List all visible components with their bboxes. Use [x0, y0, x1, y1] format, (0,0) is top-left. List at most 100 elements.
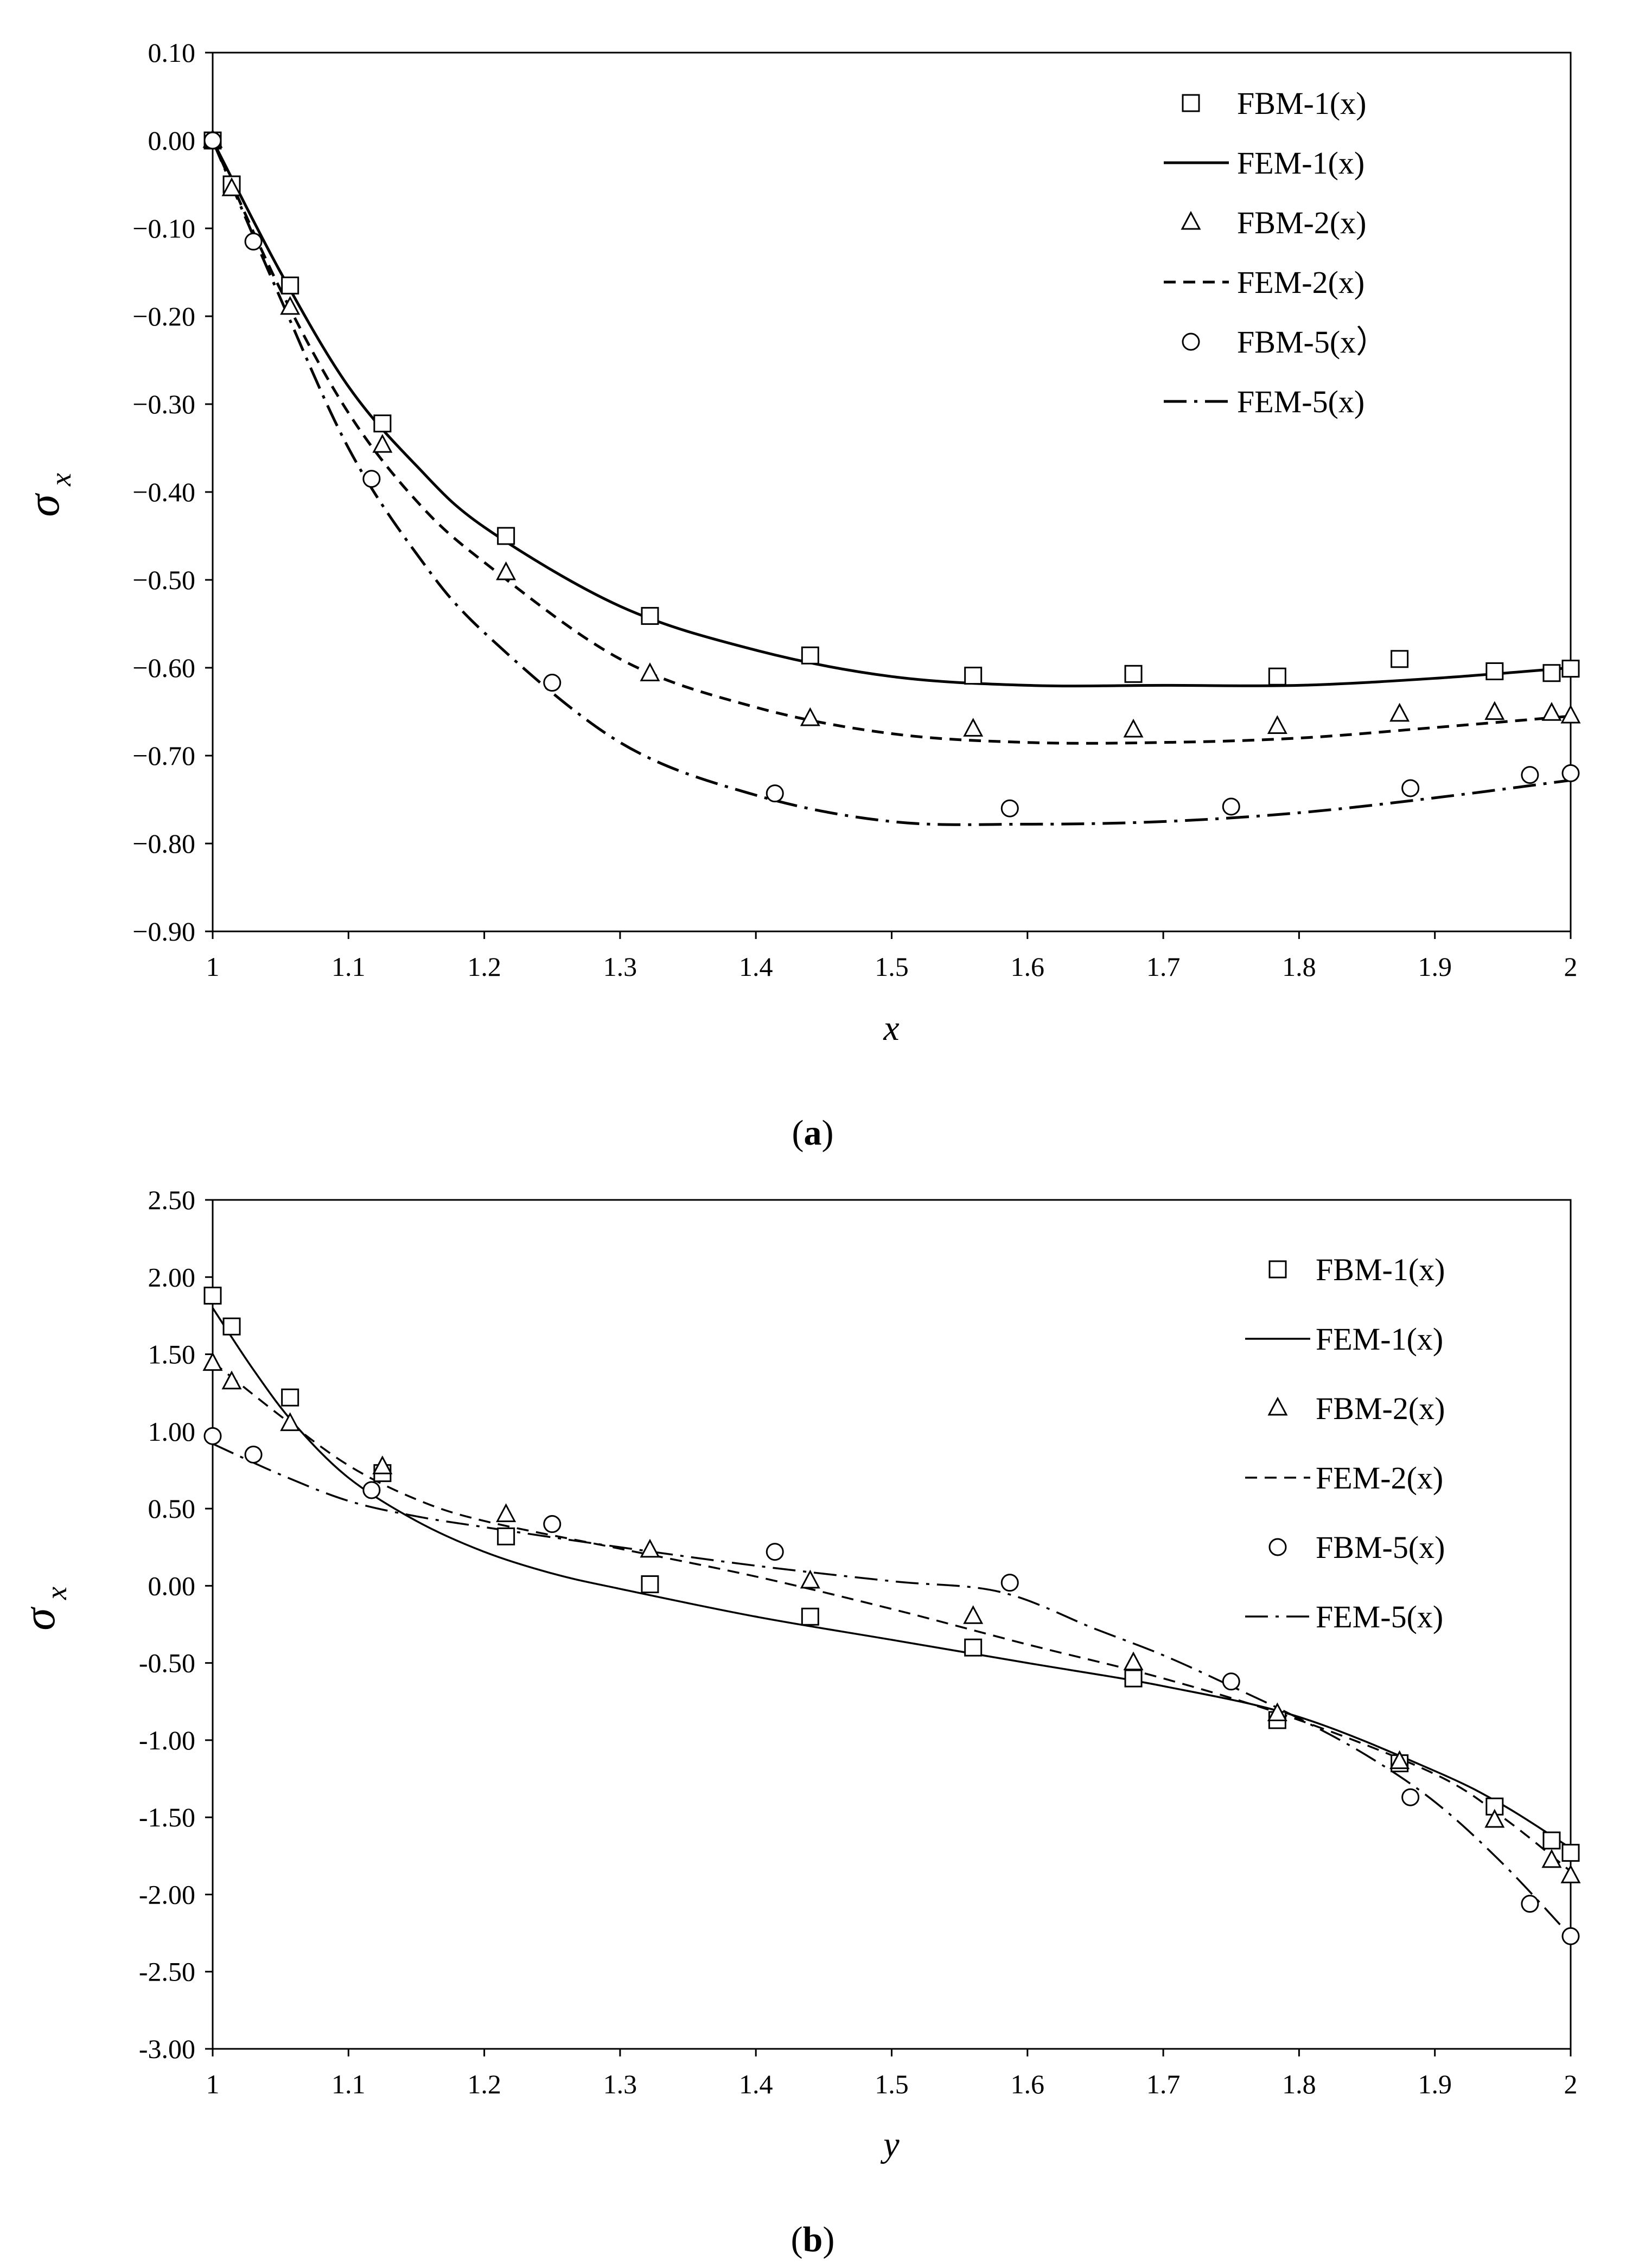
- data-point-triangle: [640, 1538, 660, 1558]
- data-point-triangle: [963, 718, 984, 737]
- data-point-square: [373, 414, 392, 433]
- data-point-circle: [1401, 1788, 1420, 1806]
- data-point-circle: [244, 232, 263, 251]
- data-point-circle: [1000, 799, 1019, 817]
- data-point-square: [203, 1286, 222, 1305]
- legend-label: FEM-2(x): [1316, 1460, 1443, 1496]
- y-tick-label: -2.00: [139, 1879, 195, 1909]
- legend-item-fbm-2-x: FBM-2(x): [1267, 1391, 1445, 1426]
- data-point-square: [801, 1607, 819, 1626]
- data-point-square: [497, 527, 515, 545]
- caption-b-letter: b: [803, 2220, 823, 2259]
- y-tick-label: −0.30: [132, 389, 195, 419]
- legend-label: FEM-2(x): [1237, 265, 1364, 300]
- x-tick-label: 1.1: [331, 2069, 366, 2099]
- data-point-square: [281, 1388, 299, 1407]
- data-point-triangle: [1267, 1702, 1287, 1722]
- data-point-circle: [1561, 764, 1580, 782]
- series-line-fem-2-x: [211, 139, 1571, 745]
- data-point-circle: [1222, 1672, 1240, 1691]
- data-point-circle: [543, 674, 562, 692]
- data-point-triangle: [800, 1569, 820, 1589]
- y-tick-label: −0.50: [132, 565, 195, 595]
- legend-item-fem-5-x: FEM-5(x): [1164, 384, 1364, 419]
- x-tick-label: 1.8: [1282, 2069, 1316, 2099]
- data-point-square: [801, 646, 819, 665]
- y-tick-label: −0.70: [132, 740, 195, 771]
- x-tick-label: 1.5: [875, 2069, 909, 2099]
- legend-item-fbm-5-x: FBM-5(x): [1268, 1530, 1445, 1565]
- series-markers-fbm-2-x: [202, 1352, 1581, 1883]
- x-tick-label: 1: [206, 2069, 220, 2099]
- x-tick-label: 1.5: [875, 951, 909, 982]
- axis-ticks-a: 0.10 0.00 −0.10 −0.20 −0.30 −0.40 −0.50 −0.60 −0…: [132, 37, 1577, 982]
- data-point-triangle: [280, 296, 301, 315]
- legend-swatch-square: [1268, 1260, 1287, 1279]
- data-point-circle: [362, 1481, 381, 1499]
- legend-item-fbm-1-x: FBM-1(x): [1182, 86, 1366, 121]
- legend-label: FBM-1(x): [1237, 86, 1366, 121]
- y-tick-label: -2.50: [139, 1957, 195, 1987]
- data-point-square: [1542, 1831, 1561, 1850]
- x-tick-label: 1.8: [1282, 951, 1316, 982]
- legend-label: FEM-1(x): [1237, 145, 1364, 181]
- legend-label: FBM-5(x): [1316, 1530, 1445, 1565]
- legend-label: FBM-5(x）: [1237, 324, 1387, 360]
- series-a: [202, 129, 1581, 826]
- data-point-triangle: [221, 177, 242, 196]
- y-tick-label: −0.40: [132, 477, 195, 507]
- y-tick-label: -0.50: [139, 1648, 195, 1678]
- x-tick-label: 1.7: [1146, 951, 1181, 982]
- data-point-circle: [203, 1427, 222, 1445]
- data-point-square: [1542, 664, 1561, 682]
- data-point-circle: [362, 470, 381, 488]
- legend-item-fem-5-x: FEM-5(x): [1245, 1599, 1443, 1634]
- y-axis-symbol-a: σ: [18, 493, 69, 517]
- x-tick-label: 1: [206, 951, 220, 982]
- data-point-triangle: [1123, 718, 1144, 738]
- legend-a: FBM-1(x) FEM-1(x) FBM-2(x) FEM-2(x) FBM-5(x）…: [1164, 86, 1387, 419]
- data-point-circle: [1521, 766, 1539, 784]
- x-tick-label: 2: [1564, 2069, 1578, 2099]
- y-tick-label: -1.00: [139, 1725, 195, 1755]
- data-point-square: [1485, 662, 1504, 680]
- series-markers-fbm-1-x: [203, 131, 1580, 686]
- x-tick-label: 1.1: [331, 951, 366, 982]
- x-tick-label: 1.9: [1418, 951, 1452, 982]
- data-point-square: [497, 1527, 515, 1545]
- chart-panel-a: 0.10 0.00 −0.10 −0.20 −0.30 −0.40 −0.50 −0.60 −0…: [18, 37, 1581, 1153]
- legend-swatch-triangle: [1267, 1396, 1288, 1416]
- x-tick-label: 2: [1564, 951, 1578, 982]
- legend-item-fbm-2-x: FBM-2(x): [1181, 205, 1366, 240]
- legend-label: FEM-1(x): [1316, 1321, 1443, 1357]
- legend-item-fem-2-x: FEM-2(x): [1245, 1460, 1443, 1496]
- data-point-triangle: [1560, 1864, 1581, 1883]
- data-point-circle: [1222, 797, 1240, 816]
- legend-b: FBM-1(x) FEM-1(x) FBM-2(x) FEM-2(x) FBM-5(x)…: [1245, 1252, 1445, 1634]
- data-point-triangle: [221, 1370, 242, 1390]
- data-point-circle: [203, 131, 222, 150]
- data-point-triangle: [1541, 1849, 1562, 1868]
- data-point-triangle: [1267, 715, 1287, 734]
- data-point-square: [964, 667, 983, 685]
- data-point-triangle: [280, 1412, 301, 1432]
- x-tick-label: 1.4: [739, 2069, 773, 2099]
- y-tick-label: -1.50: [139, 1802, 195, 1832]
- y-tick-label: −0.10: [132, 213, 195, 244]
- y-axis-subscript-b: x: [40, 1587, 73, 1600]
- caption-a: (a): [792, 1113, 834, 1153]
- x-tick-label: 1.6: [1011, 951, 1045, 982]
- data-point-square: [281, 276, 299, 295]
- data-point-circle: [1401, 779, 1420, 797]
- data-point-square: [1561, 1844, 1580, 1862]
- series-line-fem-5-x: [211, 140, 1571, 826]
- y-tick-label: -3.00: [139, 2034, 195, 2064]
- legend-label: FEM-5(x): [1316, 1599, 1443, 1634]
- data-point-circle: [543, 1515, 562, 1534]
- data-point-triangle: [800, 707, 820, 726]
- legend-item-fbm-1-x: FBM-1(x): [1268, 1252, 1445, 1287]
- y-tick-label: 2.50: [148, 1185, 196, 1215]
- y-tick-label: −0.80: [132, 828, 195, 859]
- legend-item-fem-2-x: FEM-2(x): [1164, 265, 1364, 300]
